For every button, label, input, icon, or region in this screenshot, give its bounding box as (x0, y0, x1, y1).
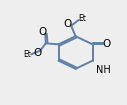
Text: O: O (33, 48, 41, 58)
Text: Et: Et (24, 50, 32, 59)
Text: Et: Et (79, 14, 86, 23)
Text: O: O (38, 27, 46, 37)
Text: NH: NH (96, 65, 111, 75)
Text: O: O (64, 19, 72, 29)
Text: O: O (103, 39, 111, 49)
